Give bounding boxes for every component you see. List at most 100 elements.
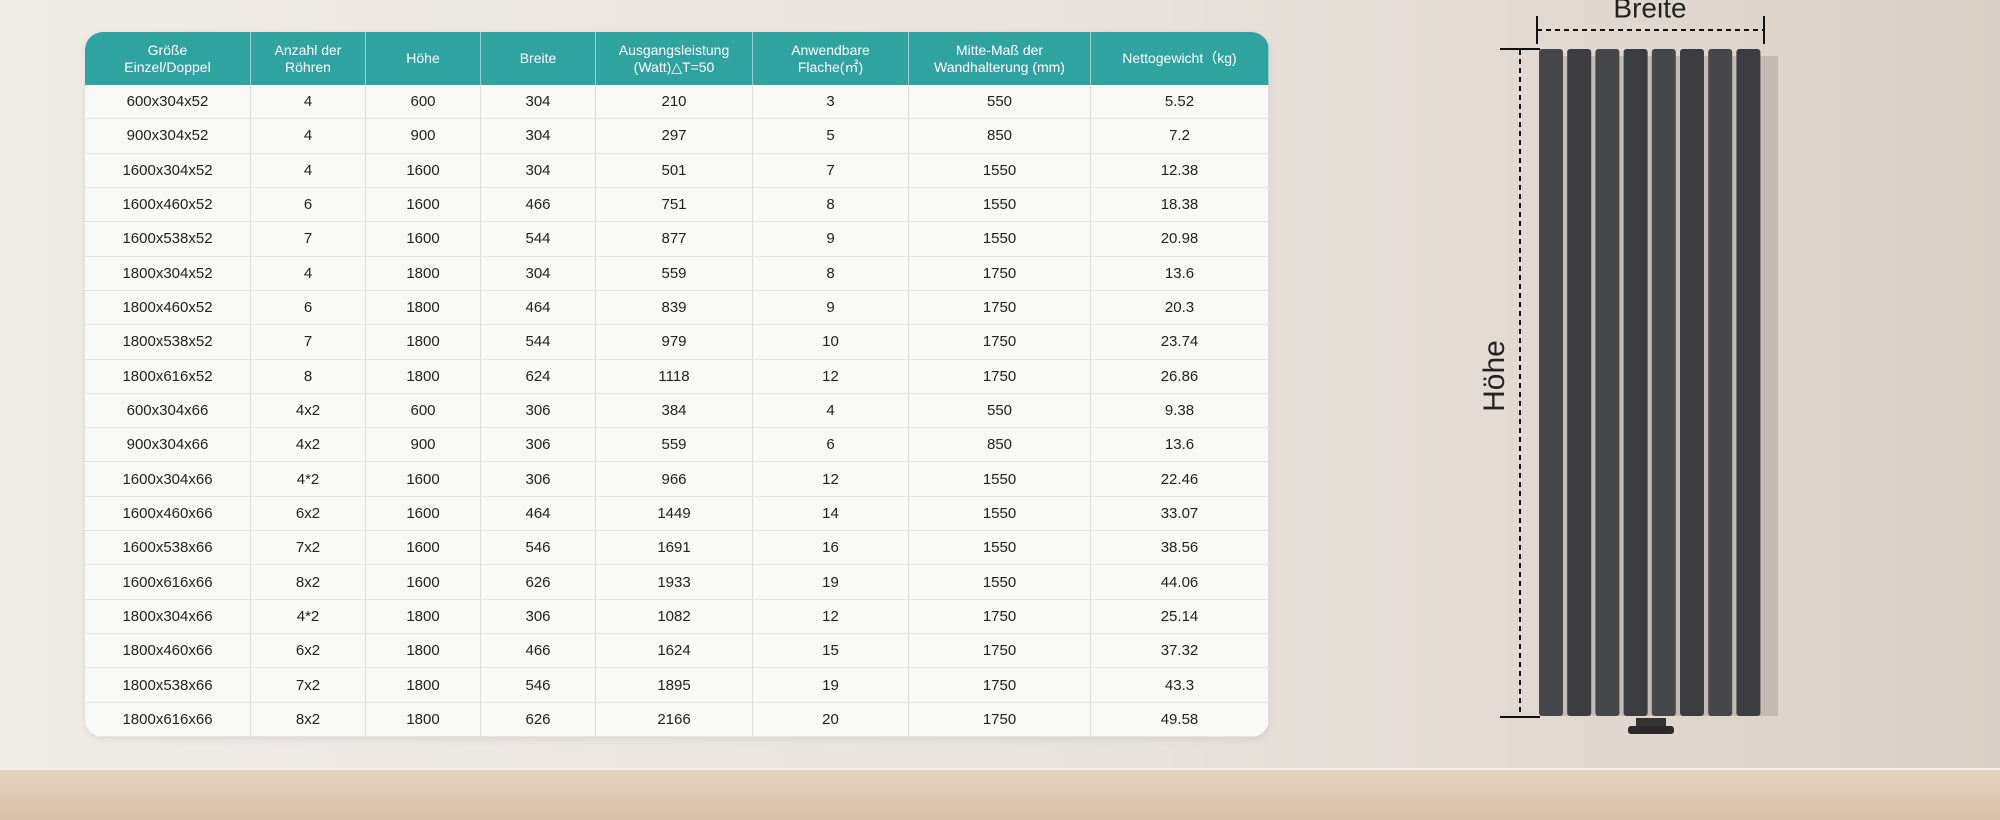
table-cell: 900 (366, 428, 481, 463)
header-cell: Anwendbare Flache(㎡) (753, 32, 909, 85)
table-cell: 1082 (596, 599, 753, 635)
table-cell: 1449 (596, 496, 753, 532)
table-cell: 13.6 (1091, 256, 1269, 291)
table-cell: 1750 (909, 359, 1091, 394)
table-cell: 1800x460x52 (85, 290, 251, 326)
table-cell: 600x304x52 (85, 85, 251, 120)
table-cell: 210 (596, 85, 753, 120)
table-cell: 466 (481, 187, 596, 223)
header-text: Nettogewicht（kg) (1122, 50, 1237, 66)
header-cell: Breite (481, 32, 596, 85)
header-cell: Ausgangsleistung (Watt)△T=50 (596, 32, 753, 85)
table-cell: 9 (753, 290, 909, 326)
valve (1636, 718, 1666, 728)
table-cell: 546 (481, 531, 596, 566)
header-text: (Watt)△T=50 (633, 58, 715, 75)
radiator (1539, 49, 1761, 716)
header-cell: Anzahl der Röhren (251, 32, 366, 85)
table-cell: 4 (251, 256, 366, 291)
panel (1736, 49, 1761, 716)
table-cell: 18.38 (1091, 187, 1269, 223)
table-cell: 20.3 (1091, 290, 1269, 326)
table-cell: 1600x304x66 (85, 462, 251, 497)
table-cell: 306 (481, 599, 596, 635)
table-cell: 550 (909, 85, 1091, 120)
table-cell: 4 (753, 393, 909, 429)
table-cell: 1600x460x66 (85, 496, 251, 532)
table-cell: 8x2 (251, 565, 366, 600)
table-cell: 1800 (366, 599, 481, 635)
table-cell: 15 (753, 634, 909, 669)
table-cell: 1550 (909, 153, 1091, 188)
floor (0, 768, 2000, 820)
table-cell: 43.3 (1091, 668, 1269, 703)
table-cell: 600 (366, 85, 481, 120)
header-text: Breite (519, 50, 557, 66)
table-cell: 544 (481, 325, 596, 360)
panel (1567, 49, 1592, 716)
table-cell: 13.6 (1091, 428, 1269, 463)
table-cell: 464 (481, 496, 596, 532)
table-cell: 4x2 (251, 393, 366, 429)
table-cell: 1550 (909, 565, 1091, 600)
header-text: Röhren (285, 58, 331, 75)
table-cell: 1750 (909, 325, 1091, 360)
table-cell: 304 (481, 256, 596, 291)
table-cell: 297 (596, 119, 753, 154)
table-cell: 19 (753, 565, 909, 600)
header-text: Anwendbare (791, 41, 870, 58)
table-cell: 304 (481, 85, 596, 120)
table-cell: 839 (596, 290, 753, 326)
table-cell: 37.32 (1091, 634, 1269, 669)
table-cell: 20.98 (1091, 222, 1269, 257)
table-cell: 501 (596, 153, 753, 188)
table-cell: 1800 (366, 702, 481, 737)
table-cell: 1750 (909, 668, 1091, 703)
table-cell: 7.2 (1091, 119, 1269, 154)
table-cell: 600x304x66 (85, 393, 251, 429)
header-text: Einzel/Doppel (124, 58, 211, 75)
table-cell: 1800 (366, 325, 481, 360)
header-cell: Höhe (366, 32, 481, 85)
table-cell: 9 (753, 222, 909, 257)
table-cell: 7 (753, 153, 909, 188)
table-cell: 546 (481, 668, 596, 703)
table-cell: 1550 (909, 222, 1091, 257)
table-cell: 306 (481, 462, 596, 497)
table-cell: 1800x304x66 (85, 599, 251, 635)
table-cell: 6x2 (251, 496, 366, 532)
header-text: Höhe (406, 50, 440, 66)
table-cell: 49.58 (1091, 702, 1269, 737)
table-cell: 1600x538x66 (85, 531, 251, 566)
table-cell: 10 (753, 325, 909, 360)
table-cell: 626 (481, 702, 596, 737)
width-label: Breite (1613, 0, 1686, 23)
table-cell: 7x2 (251, 668, 366, 703)
panel (1680, 49, 1704, 716)
table-cell: 33.07 (1091, 496, 1269, 532)
table-cell: 20 (753, 702, 909, 737)
panel (1708, 49, 1733, 716)
table-cell: 1600x304x52 (85, 153, 251, 188)
table-cell: 19 (753, 668, 909, 703)
table-cell: 1600 (366, 222, 481, 257)
header-cell: Nettogewicht（kg) (1091, 32, 1269, 85)
valve (1628, 726, 1674, 734)
table-cell: 6 (251, 290, 366, 326)
table-cell: 8 (251, 359, 366, 394)
panel (1651, 49, 1676, 716)
table-cell: 1800 (366, 256, 481, 291)
table-cell: 1550 (909, 187, 1091, 223)
table-cell: 1750 (909, 599, 1091, 635)
table-cell: 44.06 (1091, 565, 1269, 600)
table-cell: 1800 (366, 668, 481, 703)
table-cell: 1895 (596, 668, 753, 703)
table-cell: 751 (596, 187, 753, 223)
table-cell: 1750 (909, 634, 1091, 669)
table-cell: 1800 (366, 634, 481, 669)
table-cell: 466 (481, 634, 596, 669)
table-cell: 1800 (366, 359, 481, 394)
panel (1539, 49, 1563, 716)
table-cell: 544 (481, 222, 596, 257)
